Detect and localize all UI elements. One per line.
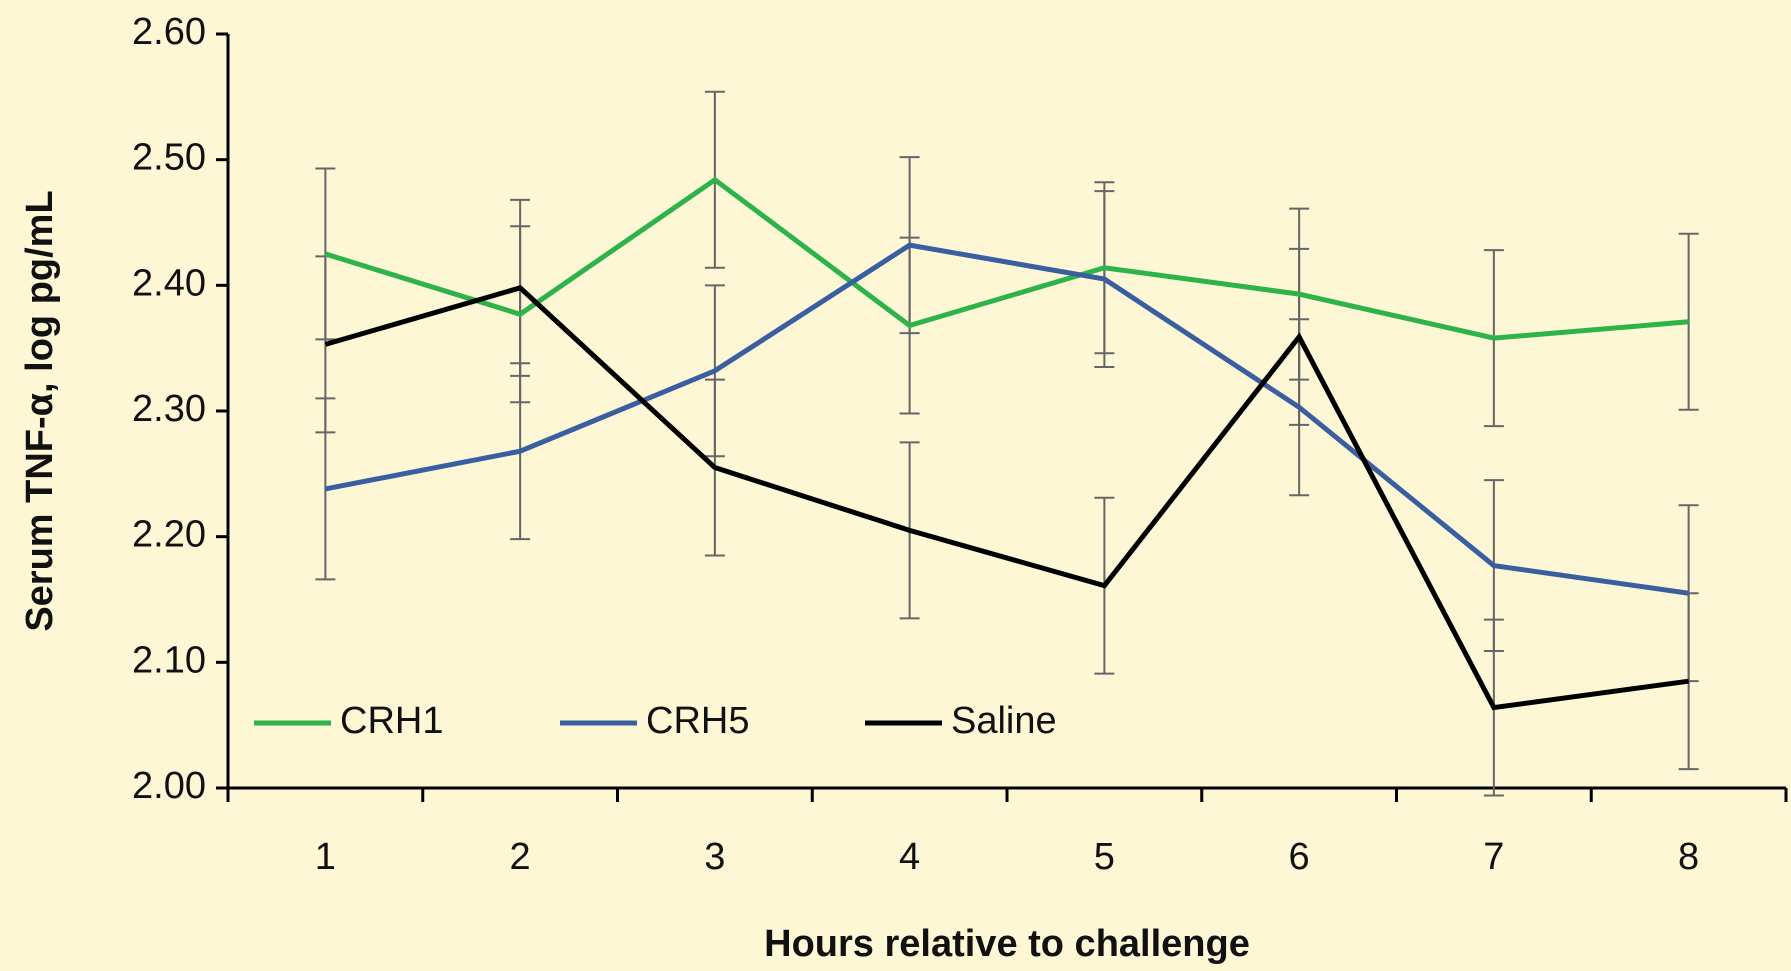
x-tick-label: 4: [899, 836, 920, 878]
x-tick-label: 6: [1289, 836, 1310, 878]
x-tick-label: 3: [704, 836, 725, 878]
error-bar: [1678, 232, 1699, 411]
x-tick-label: 5: [1094, 836, 1115, 878]
x-tick-label: 2: [510, 836, 531, 878]
legend-label: Saline: [951, 700, 1057, 742]
legend-label: CRH5: [646, 700, 749, 742]
x-tick-label: 7: [1483, 836, 1504, 878]
series-line: [324, 176, 1689, 341]
y-tick-label: 2.10: [132, 639, 206, 681]
y-tick-label: 2.30: [132, 388, 206, 430]
y-tick-label: 2.40: [132, 262, 206, 304]
y-tick-label: 2.50: [132, 137, 206, 179]
x-tick-label: 1: [315, 836, 336, 878]
legend-label: CRH1: [340, 700, 443, 742]
y-tick-label: 2.20: [132, 514, 206, 556]
series-line: [324, 242, 1689, 596]
x-axis-label: Hours relative to challenge: [764, 923, 1250, 965]
x-tick-label: 8: [1678, 836, 1699, 878]
y-tick-label: 2.60: [132, 11, 206, 53]
y-axis-label: Serum TNF-α, log pg/mL: [19, 190, 61, 631]
y-tick-label: 2.00: [132, 765, 206, 807]
series-line: [324, 285, 1689, 711]
